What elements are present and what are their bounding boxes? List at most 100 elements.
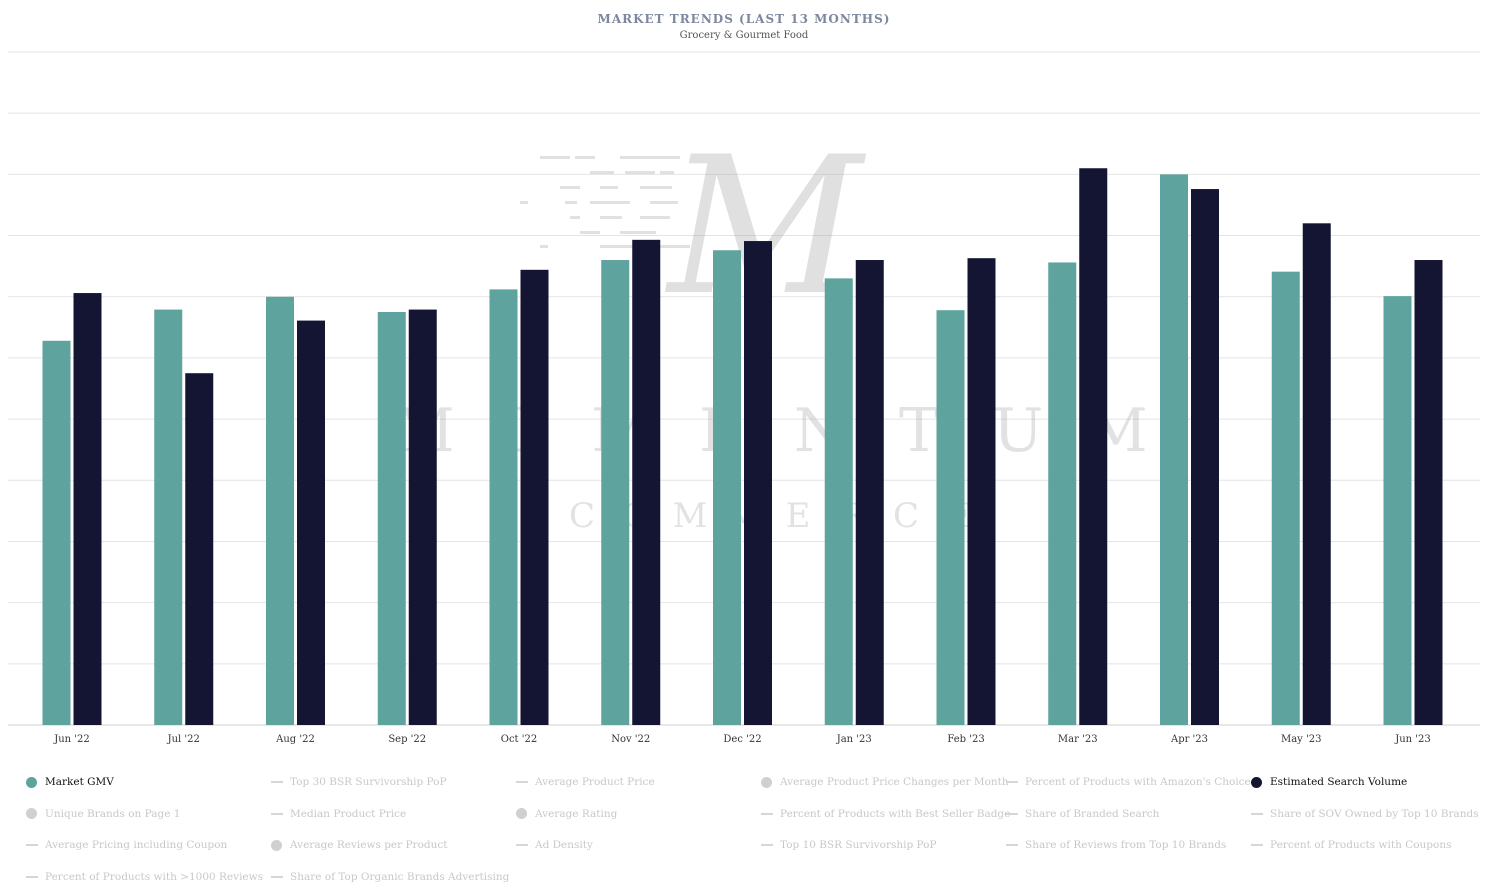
- bar-market-gmv[interactable]: [1160, 174, 1188, 725]
- watermark-letter: U: [993, 396, 1046, 466]
- legend-line-icon: [1006, 812, 1018, 815]
- legend-dot-icon: [761, 776, 772, 788]
- bar-estimated-search-volume[interactable]: [1191, 189, 1219, 726]
- watermark-dash: [660, 171, 674, 174]
- bar-estimated-search-volume[interactable]: [520, 269, 549, 725]
- legend-line-icon: [271, 875, 283, 878]
- legend-dot-icon: [26, 776, 37, 788]
- legend-item[interactable]: Top 10 BSR Survivorship PoP: [761, 839, 937, 851]
- x-tick-label: Aug '22: [275, 734, 315, 745]
- bar-estimated-search-volume[interactable]: [967, 258, 996, 725]
- legend-line-icon: [761, 812, 773, 815]
- legend-label: Estimated Search Volume: [1270, 776, 1408, 788]
- watermark-dash: [620, 231, 656, 234]
- legend-label: Share of Top Organic Brands Advertising: [290, 870, 510, 883]
- bar-market-gmv[interactable]: [42, 340, 71, 725]
- legend-dot-icon: [26, 808, 37, 819]
- bar-estimated-search-volume[interactable]: [73, 293, 102, 725]
- legend-item[interactable]: Average Rating: [516, 808, 617, 820]
- legend-item[interactable]: Ad Density: [516, 839, 593, 851]
- legend-label: Percent of Products with Best Seller Bad…: [780, 807, 1011, 820]
- legend-item[interactable]: Average Product Price Changes per Month: [761, 776, 1009, 788]
- watermark-dash: [600, 245, 634, 248]
- watermark-dash: [640, 216, 670, 219]
- bar-market-gmv[interactable]: [713, 250, 741, 725]
- bar-market-gmv[interactable]: [154, 309, 183, 725]
- legend-label: Top 10 BSR Survivorship PoP: [780, 839, 937, 851]
- bar-market-gmv[interactable]: [824, 278, 853, 725]
- watermark-dash: [560, 186, 580, 189]
- bar-estimated-search-volume[interactable]: [1302, 223, 1331, 726]
- legend-item[interactable]: Average Product Price: [516, 776, 655, 788]
- bar-market-gmv[interactable]: [489, 289, 518, 725]
- watermark-dash: [565, 201, 577, 204]
- legend-label: Ad Density: [535, 839, 593, 851]
- legend-line-icon: [271, 812, 283, 815]
- watermark-dash: [660, 156, 680, 159]
- legend-item[interactable]: Market GMV: [26, 776, 114, 788]
- bar-estimated-search-volume[interactable]: [1079, 168, 1108, 725]
- x-tick-label: Oct '22: [501, 734, 537, 745]
- legend-dot-icon: [271, 839, 282, 851]
- bar-estimated-search-volume[interactable]: [185, 373, 214, 725]
- bar-market-gmv[interactable]: [377, 312, 406, 725]
- legend-item[interactable]: Percent of Products with Amazon's Choice: [1006, 776, 1251, 788]
- legend-label: Percent of Products with Coupons: [1270, 839, 1452, 851]
- legend-dot-icon: [516, 808, 527, 819]
- watermark-letter: E: [786, 496, 811, 536]
- bar-estimated-search-volume[interactable]: [632, 239, 661, 725]
- watermark-dash: [570, 216, 580, 219]
- legend-item[interactable]: Unique Brands on Page 1: [26, 808, 180, 820]
- legend-label: Market GMV: [45, 776, 114, 788]
- legend-dot-icon: [1251, 776, 1262, 788]
- legend-item[interactable]: Share of SOV Owned by Top 10 Brands: [1251, 808, 1479, 820]
- x-tick-label: Feb '23: [947, 734, 984, 745]
- bar-estimated-search-volume[interactable]: [408, 309, 437, 725]
- bar-estimated-search-volume[interactable]: [297, 320, 325, 725]
- legend-label: Percent of Products with Amazon's Choice: [1025, 776, 1251, 788]
- chart-subtitle: Grocery & Gourmet Food: [679, 30, 809, 41]
- legend-label: Median Product Price: [290, 807, 407, 820]
- x-tick-label: Sep '22: [388, 734, 426, 745]
- bar-market-gmv[interactable]: [936, 310, 965, 725]
- legend-line-icon: [516, 781, 528, 783]
- watermark-letter: C: [893, 496, 919, 536]
- legend-item[interactable]: Percent of Products with Coupons: [1251, 839, 1451, 851]
- bar-estimated-search-volume[interactable]: [744, 241, 772, 725]
- legend-item[interactable]: Percent of Products with Best Seller Bad…: [761, 808, 1010, 820]
- bars: [42, 168, 1443, 726]
- legend-line-icon: [271, 781, 283, 783]
- legend-label: Top 30 BSR Survivorship PoP: [290, 776, 447, 788]
- watermark-dash: [540, 245, 548, 248]
- x-tick-label: Dec '22: [723, 734, 761, 745]
- bar-market-gmv[interactable]: [1048, 262, 1077, 725]
- watermark-dash: [625, 171, 655, 174]
- legend-item[interactable]: Average Pricing including Coupon: [26, 839, 227, 851]
- watermark-dash: [575, 156, 595, 159]
- legend-item[interactable]: Percent of Products with >1000 Reviews: [26, 871, 263, 883]
- legend-item[interactable]: Average Reviews per Product: [271, 839, 447, 851]
- watermark-dash: [590, 171, 614, 174]
- legend-line-icon: [1006, 844, 1018, 846]
- x-tick-label: Jan '23: [836, 734, 872, 745]
- bar-market-gmv[interactable]: [266, 296, 294, 725]
- legend-label: Percent of Products with >1000 Reviews: [45, 870, 264, 883]
- legend-item[interactable]: Share of Reviews from Top 10 Brands: [1006, 839, 1226, 851]
- legend-label: Share of SOV Owned by Top 10 Brands: [1270, 807, 1479, 820]
- legend-item[interactable]: Top 30 BSR Survivorship PoP: [271, 776, 447, 788]
- bar-market-gmv[interactable]: [1383, 296, 1412, 725]
- bar-estimated-search-volume[interactable]: [1414, 260, 1443, 725]
- legend-item[interactable]: Share of Top Organic Brands Advertising: [271, 871, 509, 883]
- watermark-dash: [620, 156, 660, 159]
- legend-label: Average Product Price Changes per Month: [780, 776, 1009, 788]
- legend-item[interactable]: Share of Branded Search: [1006, 808, 1159, 820]
- watermark-dash: [650, 245, 690, 248]
- bar-market-gmv[interactable]: [1271, 271, 1300, 725]
- legend-label: Average Product Price: [535, 776, 655, 788]
- watermark-letter: M: [673, 496, 708, 536]
- watermark-dash: [650, 201, 678, 204]
- bar-estimated-search-volume[interactable]: [855, 260, 884, 725]
- legend-item[interactable]: Estimated Search Volume: [1251, 776, 1407, 788]
- legend-item[interactable]: Median Product Price: [271, 808, 406, 820]
- bar-market-gmv[interactable]: [601, 260, 630, 725]
